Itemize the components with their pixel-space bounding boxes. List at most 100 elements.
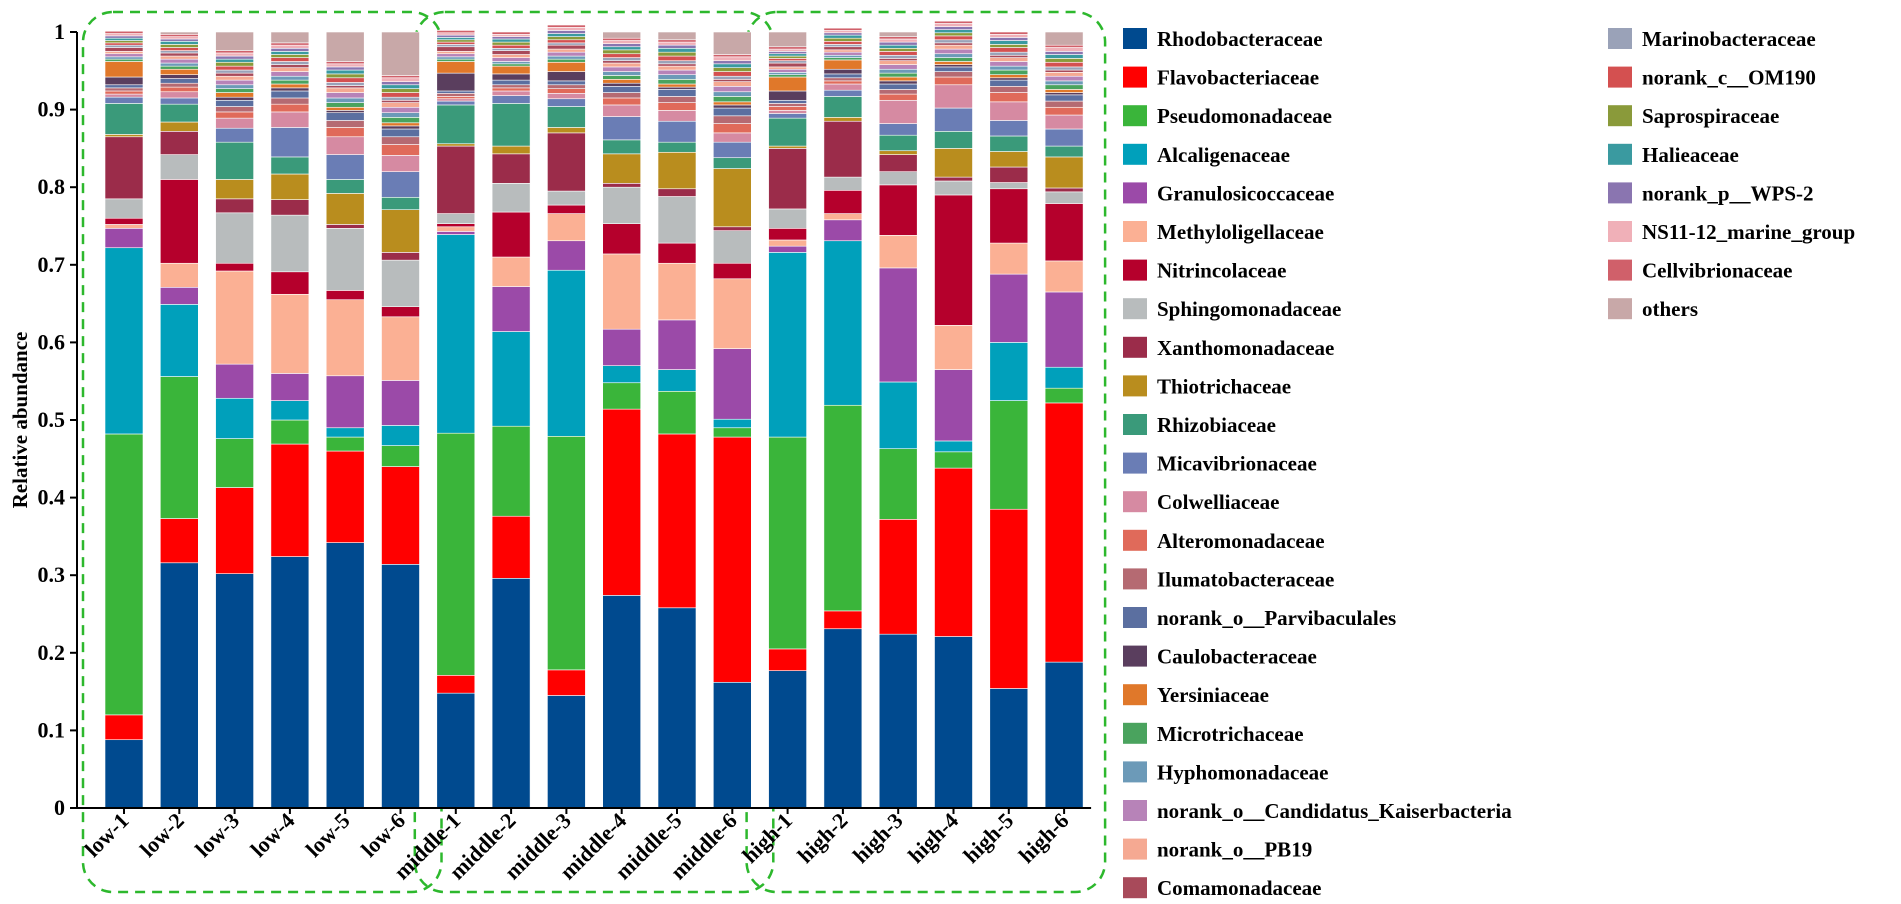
bar-segment-Cellvibrionaceae — [934, 20, 973, 24]
bar-segment-Granulosicoccaceae — [602, 328, 642, 366]
bar-segment-norank_o__Candidatus_Kaiserbacteria — [270, 71, 310, 77]
legend-item: norank_o__PB19 — [1123, 838, 1312, 862]
bar-segment-Rhizobiaceae — [823, 96, 863, 118]
bar-segment-norank_o__PB19 — [878, 60, 918, 65]
bar-segment-Rhodobacteraceae — [160, 562, 199, 809]
bar-segment-Caulobacteraceae — [270, 87, 310, 92]
bar-segment-Rhodobacteraceae — [934, 636, 973, 809]
bar-segment-Rhodobacteraceae — [436, 692, 476, 809]
bar-segment-norank_o__PB19 — [712, 81, 752, 87]
bar-segment-Xanthomonadaceae — [878, 154, 918, 172]
bar-segment-Nitrincolaceae — [160, 179, 199, 264]
bar-segment-Pseudomonadaceae — [215, 438, 254, 488]
bar-segment-Pseudomonadaceae — [160, 376, 199, 519]
bar-segment-Alcaligenaceae — [602, 365, 642, 384]
legend-label: Ilumatobacteraceae — [1157, 567, 1334, 591]
legend-swatch — [1123, 607, 1147, 628]
bar-segment-Halieaceae — [878, 44, 918, 49]
bar-segment-Rhodobacteraceae — [270, 556, 310, 809]
bar-segment-Xanthomonadaceae — [104, 136, 144, 200]
bar-segment-Microtrichaceae — [381, 117, 420, 124]
bar-segment-Marinobacteraceae — [823, 44, 863, 48]
legend-item: Halieaceae — [1608, 143, 1739, 167]
bar-segment-Alcaligenaceae — [215, 397, 254, 439]
bar-segment-Rhodobacteraceae — [381, 564, 420, 809]
bar-segment-Yersiniaceae — [878, 76, 918, 82]
bar-segment-Cellvibrionaceae — [325, 61, 365, 65]
legend-swatch — [1123, 645, 1147, 667]
bar-segment-Alcaligenaceae — [104, 247, 144, 435]
bar-segment-others — [270, 31, 310, 44]
bar-segment-Microtrichaceae — [547, 58, 586, 63]
bar-segment-Saprospiraceae — [160, 44, 199, 48]
bar-segment-Marinobacteraceae — [160, 50, 199, 54]
legend-item: Alcaligenaceae — [1123, 143, 1290, 167]
bar-segment-Nitrincolaceae — [934, 194, 973, 326]
bar-segment-others — [712, 31, 752, 55]
legend-item: NS11-12_marine_group — [1608, 220, 1855, 244]
bar-segment-Thiotrichaceae — [325, 193, 365, 225]
bar-stack-high-4 — [934, 20, 973, 809]
legend-item: Comamonadaceae — [1123, 876, 1321, 900]
bar-segment-norank_c__OM190 — [491, 44, 531, 49]
bar-segment-Marinobacteraceae — [325, 82, 365, 86]
legend: Rhodobacteraceae Flavobacteriaceae Pseudom… — [1123, 27, 1855, 900]
bar-segment-Micavibrionaceae — [657, 120, 697, 143]
bar-segment-norank_c__OM190 — [768, 58, 807, 62]
legend-swatch — [1608, 182, 1632, 204]
bar-segment-NS11-12_marine_group — [768, 48, 807, 52]
bar-segment-Caulobacteraceae — [547, 71, 586, 82]
bar-segment-Alcaligenaceae — [989, 342, 1029, 401]
bar-segment-Microtrichaceae — [325, 102, 365, 108]
legend-swatch — [1123, 414, 1147, 435]
bar-segment-Granulosicoccaceae — [270, 373, 310, 401]
bar-segment-Methyloligellaceae — [160, 262, 199, 288]
bar-segment-Flavobacteriaceae — [104, 714, 144, 741]
bar-segment-Sphingomonadaceae — [104, 198, 144, 219]
bar-segment-Rhizobiaceae — [215, 141, 254, 180]
y-tick-label: 0.4 — [38, 485, 66, 510]
bar-segment-Microtrichaceae — [823, 57, 863, 61]
bar-segment-Comamonadaceae — [547, 44, 586, 50]
bar-segment-Thiotrichaceae — [712, 168, 752, 228]
bar-segment-Comamonadaceae — [491, 50, 531, 55]
bar-segment-NS11-12_marine_group — [270, 44, 310, 49]
bar-segment-Methyloligellaceae — [1044, 260, 1084, 293]
bar-segment-Micavibrionaceae — [381, 171, 420, 198]
legend-swatch — [1123, 375, 1147, 397]
bar-segment-Comamonadaceae — [602, 60, 642, 64]
bar-segment-norank_c__OM190 — [989, 47, 1029, 53]
legend-swatch — [1123, 877, 1147, 899]
bar-segment-Rhodobacteraceae — [768, 670, 807, 809]
bar-segment-Sphingomonadaceae — [712, 230, 752, 264]
bar-segment-Flavobacteriaceae — [712, 436, 752, 683]
bar-segment-Micavibrionaceae — [436, 100, 476, 106]
bar-segment-Granulosicoccaceae — [104, 228, 144, 249]
bar-segment-Ilumatobacteraceae — [1044, 100, 1084, 108]
bar-segment-Hyphomonadaceae — [491, 61, 531, 65]
bar-segment-Nitrincolaceae — [712, 262, 752, 280]
bar-segment-Caulobacteraceae — [823, 68, 863, 75]
bar-segment-norank_o__Parvibaculales — [491, 79, 531, 86]
bar-segment-Granulosicoccaceae — [436, 231, 476, 235]
y-tick-label: 1 — [54, 19, 65, 44]
bar-segment-Xanthomonadaceae — [823, 120, 863, 178]
bar-segment-Rhizobiaceae — [657, 141, 697, 153]
bar-segment-norank_o__PB19 — [1044, 72, 1084, 77]
bar-segment-Pseudomonadaceae — [768, 436, 807, 650]
bar-segment-Rhizobiaceae — [325, 179, 365, 194]
bar-segment-Nitrincolaceae — [547, 204, 586, 214]
bar-segment-norank_p__WPS-2 — [436, 34, 476, 38]
bar-segment-Ilumatobacteraceae — [602, 92, 642, 99]
bar-segment-Colwelliaceae — [823, 83, 863, 91]
bar-segment-norank_p__WPS-2 — [878, 41, 918, 46]
bar-segment-norank_o__Candidatus_Kaiserbacteria — [436, 53, 476, 58]
bar-segment-Saprospiraceae — [325, 73, 365, 79]
bar-segment-Ilumatobacteraceae — [878, 89, 918, 95]
bar-segment-Hyphomonadaceae — [934, 53, 973, 58]
bar-segment-Flavobacteriaceae — [878, 519, 918, 635]
legend-item: norank_o__Parvibaculales — [1123, 606, 1396, 630]
bar-segment-Granulosicoccaceae — [160, 287, 199, 305]
bar-segment-Sphingomonadaceae — [270, 214, 310, 273]
bar-segment-Flavobacteriaceae — [325, 450, 365, 543]
